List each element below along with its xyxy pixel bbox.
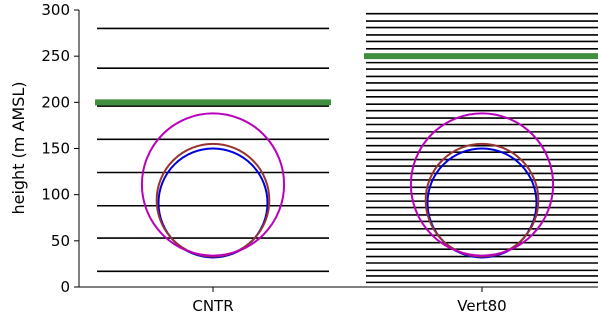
- highlight-levels: [95, 53, 598, 106]
- y-tick-label-200: 200: [41, 93, 70, 111]
- x-ticks: CNTR Vert80: [192, 287, 507, 315]
- rotor-circles: [140, 112, 555, 259]
- y-tick-label-300: 300: [41, 1, 70, 19]
- y-axis-label: height (m AMSL): [9, 81, 28, 214]
- rotor-circle-vert80-1: [424, 142, 540, 258]
- y-tick-label-100: 100: [41, 186, 70, 204]
- x-tick-label-vert80: Vert80: [457, 297, 506, 315]
- y-tick-label-0: 0: [60, 278, 70, 296]
- y-tick-label-150: 150: [41, 140, 70, 158]
- y-ticks: 0 50 100 150 200 250 300: [41, 1, 79, 296]
- plot-area: [78, 10, 598, 288]
- rotor-circle-vert80-2: [409, 112, 555, 257]
- rotor-circle-cntr-1: [155, 142, 271, 258]
- x-tick-label-cntr: CNTR: [192, 297, 233, 315]
- rotor-circle-cntr-2: [140, 112, 286, 257]
- y-tick-label-250: 250: [41, 47, 70, 65]
- y-tick-label-50: 50: [51, 232, 70, 250]
